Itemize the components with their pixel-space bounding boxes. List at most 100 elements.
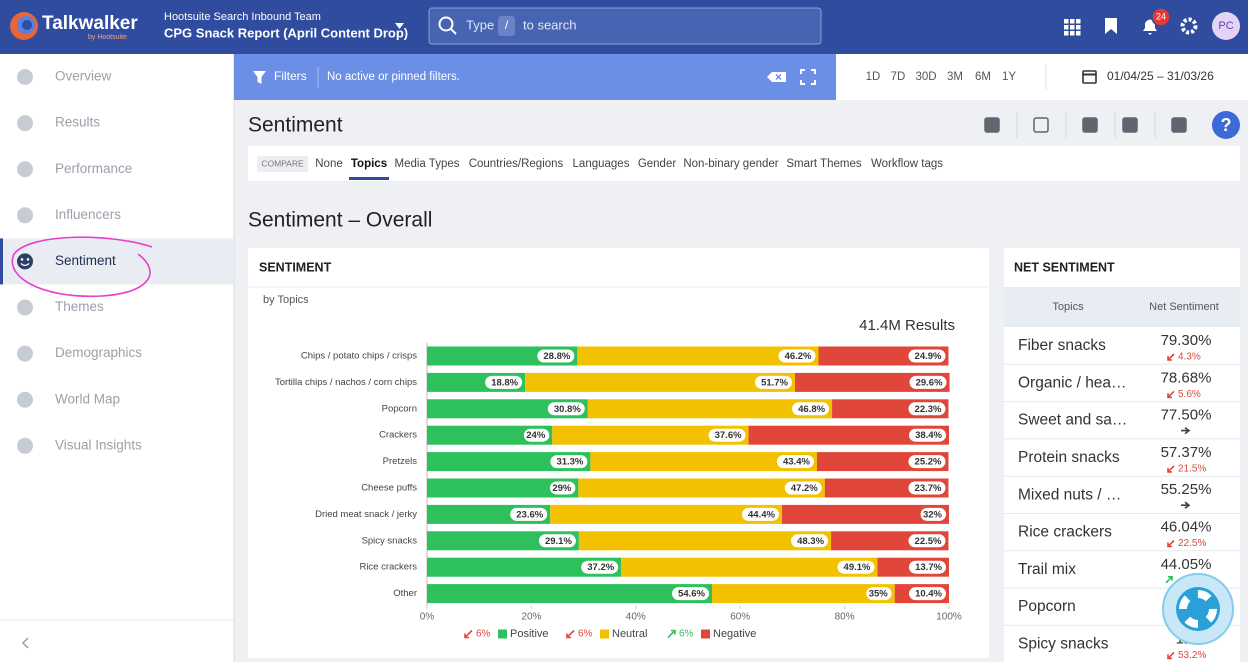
trend-arrow xyxy=(1167,465,1175,473)
apps-icon[interactable] xyxy=(1076,25,1081,30)
bookmark-icon[interactable] xyxy=(1105,18,1117,34)
avatar[interactable] xyxy=(1212,12,1240,40)
date-range[interactable]: 01/04/25 – 31/03/26 xyxy=(1107,69,1214,83)
apps-icon[interactable] xyxy=(1070,19,1075,24)
topic-name[interactable]: Rice crackers xyxy=(1018,524,1112,541)
bar-segment xyxy=(427,531,579,551)
sidebar-icon xyxy=(17,115,33,132)
net-header xyxy=(1004,287,1240,327)
topic-name[interactable]: Mixed nuts / … xyxy=(1018,486,1121,503)
topic-name[interactable]: Popcorn xyxy=(1018,598,1076,615)
sidebar-item[interactable]: Demographics xyxy=(55,345,142,360)
toolbar-icon[interactable] xyxy=(1171,117,1187,133)
net-change: 5.6% xyxy=(1178,389,1201,400)
compare-tab[interactable]: Smart Themes xyxy=(786,158,861,170)
sidebar-item[interactable]: Results xyxy=(55,115,100,130)
value-label: 46.8% xyxy=(798,404,825,415)
topic-name[interactable]: Fiber snacks xyxy=(1018,337,1106,354)
net-value: 55.25% xyxy=(1161,481,1212,498)
value-label-bg xyxy=(510,507,548,521)
apps-icon[interactable] xyxy=(1064,31,1069,36)
value-label-bg xyxy=(791,534,829,548)
search-icon xyxy=(438,16,454,32)
toolbar-icon[interactable] xyxy=(1082,117,1098,133)
legend-change: 6% xyxy=(476,629,491,640)
range-button[interactable]: 1Y xyxy=(1002,71,1016,83)
value-label: 48.3% xyxy=(797,536,824,547)
x-tick-label: 0% xyxy=(420,612,435,623)
topic-name[interactable]: Sweet and sa… xyxy=(1018,412,1127,429)
value-label-bg xyxy=(741,507,779,521)
value-label-bg xyxy=(778,349,816,363)
range-button[interactable]: 1D xyxy=(866,71,881,83)
compare-tab[interactable]: Countries/Regions xyxy=(469,158,564,170)
notification-badge xyxy=(1151,7,1171,27)
results-count: 41.4M Results xyxy=(859,317,955,334)
notifications-icon[interactable] xyxy=(1143,19,1157,36)
filter-icon[interactable] xyxy=(253,71,266,84)
category-label: Pretzels xyxy=(383,456,418,467)
category-label: Spicy snacks xyxy=(362,535,418,546)
compare-tab[interactable]: Gender xyxy=(638,158,677,170)
calendar-icon[interactable] xyxy=(1082,70,1097,84)
sidebar-item[interactable]: World Map xyxy=(55,391,120,406)
range-button[interactable]: 30D xyxy=(915,71,936,83)
apps-icon[interactable] xyxy=(1070,25,1075,30)
toolbar-icon[interactable] xyxy=(984,117,1000,133)
sidebar-item[interactable]: Performance xyxy=(55,161,132,176)
chart-subtitle: by Topics xyxy=(263,294,309,306)
range-button[interactable]: 6M xyxy=(975,71,991,83)
compare-tab[interactable]: Media Types xyxy=(395,158,460,170)
compare-tab[interactable]: Topics xyxy=(351,158,387,170)
range-button[interactable]: 3M xyxy=(947,71,963,83)
topic-name[interactable]: Trail mix xyxy=(1018,561,1076,578)
collapse-icon[interactable] xyxy=(21,637,29,649)
fullscreen-icon[interactable] xyxy=(800,69,816,85)
topic-name[interactable]: Organic / hea… xyxy=(1018,374,1127,391)
toolbar-icon[interactable] xyxy=(1033,117,1049,133)
bar-segment xyxy=(577,346,819,366)
sidebar-active-bg xyxy=(0,238,234,285)
apps-icon[interactable] xyxy=(1070,31,1075,36)
trend-arrow xyxy=(1167,390,1175,399)
search-key-text: / xyxy=(505,18,509,32)
compare-tab[interactable]: Non-binary gender xyxy=(683,158,778,170)
clear-filters-icon[interactable] xyxy=(767,72,786,82)
search-box[interactable] xyxy=(428,7,822,45)
value-label: 28.8% xyxy=(543,351,570,362)
filter-label[interactable]: Filters xyxy=(274,69,307,83)
sidebar-item[interactable]: Influencers xyxy=(55,207,121,222)
net-value: 77.50% xyxy=(1161,407,1212,424)
project-name[interactable]: CPG Snack Report (April Content Drop) xyxy=(164,25,408,40)
apps-icon[interactable] xyxy=(1064,25,1069,30)
sidebar-item[interactable]: Overview xyxy=(55,69,112,84)
value-label-bg xyxy=(908,481,946,495)
topic-name[interactable]: Spicy snacks xyxy=(1018,635,1109,652)
help-button[interactable] xyxy=(1212,111,1240,139)
sidebar-item[interactable]: Themes xyxy=(55,299,104,314)
sidebar-item[interactable]: Sentiment xyxy=(55,253,116,268)
range-button[interactable]: 7D xyxy=(891,71,906,83)
toolbar-icon[interactable] xyxy=(1122,117,1138,133)
sidebar-icon-eye xyxy=(20,258,24,261)
net-title: NET SENTIMENT xyxy=(1014,260,1115,274)
compare-tab[interactable]: Languages xyxy=(573,158,630,170)
compare-tab[interactable]: None xyxy=(315,158,343,170)
net-value: 44.05% xyxy=(1161,556,1212,573)
topic-name[interactable]: Protein snacks xyxy=(1018,449,1120,466)
value-label-bg xyxy=(908,534,946,548)
value-label-bg xyxy=(920,507,946,521)
compare-tab[interactable]: Workflow tags xyxy=(871,158,943,170)
apps-icon[interactable] xyxy=(1076,31,1081,36)
net-change: 4.3% xyxy=(1178,352,1201,363)
value-label: 51.7% xyxy=(761,377,788,388)
value-label-bg xyxy=(908,349,946,363)
sidebar-item[interactable]: Visual Insights xyxy=(55,437,142,452)
date-bar xyxy=(836,54,1248,100)
category-label: Crackers xyxy=(379,430,417,441)
settings-icon[interactable] xyxy=(1180,17,1198,35)
apps-icon[interactable] xyxy=(1064,19,1069,24)
apps-icon[interactable] xyxy=(1076,19,1081,24)
project-dropdown[interactable] xyxy=(395,23,404,29)
value-label-bg xyxy=(866,587,892,601)
